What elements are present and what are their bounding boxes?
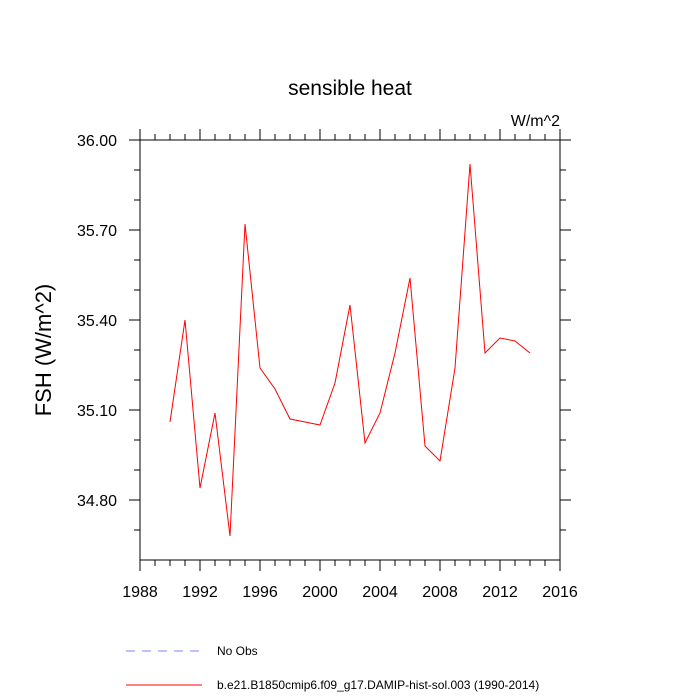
chart-title: sensible heat bbox=[288, 77, 412, 100]
y-axis-label: FSH (W/m^2) bbox=[31, 284, 56, 417]
x-tick-label: 2012 bbox=[482, 584, 518, 601]
x-tick-label: 2016 bbox=[542, 584, 578, 601]
x-tick-label: 2004 bbox=[362, 584, 398, 601]
units-label: W/m^2 bbox=[511, 113, 560, 130]
y-tick-label: 36.00 bbox=[77, 133, 117, 150]
x-tick-label: 2008 bbox=[422, 584, 458, 601]
legend: No Obs b.e21.B1850cmip6.f09_g17.DAMIP-his… bbox=[126, 644, 539, 692]
x-tick-label: 2000 bbox=[302, 584, 338, 601]
y-tick-label: 34.80 bbox=[77, 493, 117, 510]
x-tick-label: 1996 bbox=[242, 584, 278, 601]
series-line bbox=[169, 163, 531, 537]
legend-label: No Obs bbox=[217, 644, 258, 658]
axis-ticks bbox=[129, 129, 571, 571]
x-tick-label: 1988 bbox=[122, 584, 158, 601]
series-lines bbox=[169, 163, 531, 537]
y-tick-label: 35.40 bbox=[77, 313, 117, 330]
legend-label: b.e21.B1850cmip6.f09_g17.DAMIP-hist-sol.… bbox=[217, 678, 539, 692]
x-tick-label: 1992 bbox=[182, 584, 218, 601]
plot-frame bbox=[139, 139, 561, 561]
y-tick-label: 35.70 bbox=[77, 223, 117, 240]
axis-tick-labels: 1988 1992 1996 2000 2004 2008 2012 2016 34.80 35.… bbox=[77, 133, 578, 601]
y-tick-label: 35.10 bbox=[77, 403, 117, 420]
